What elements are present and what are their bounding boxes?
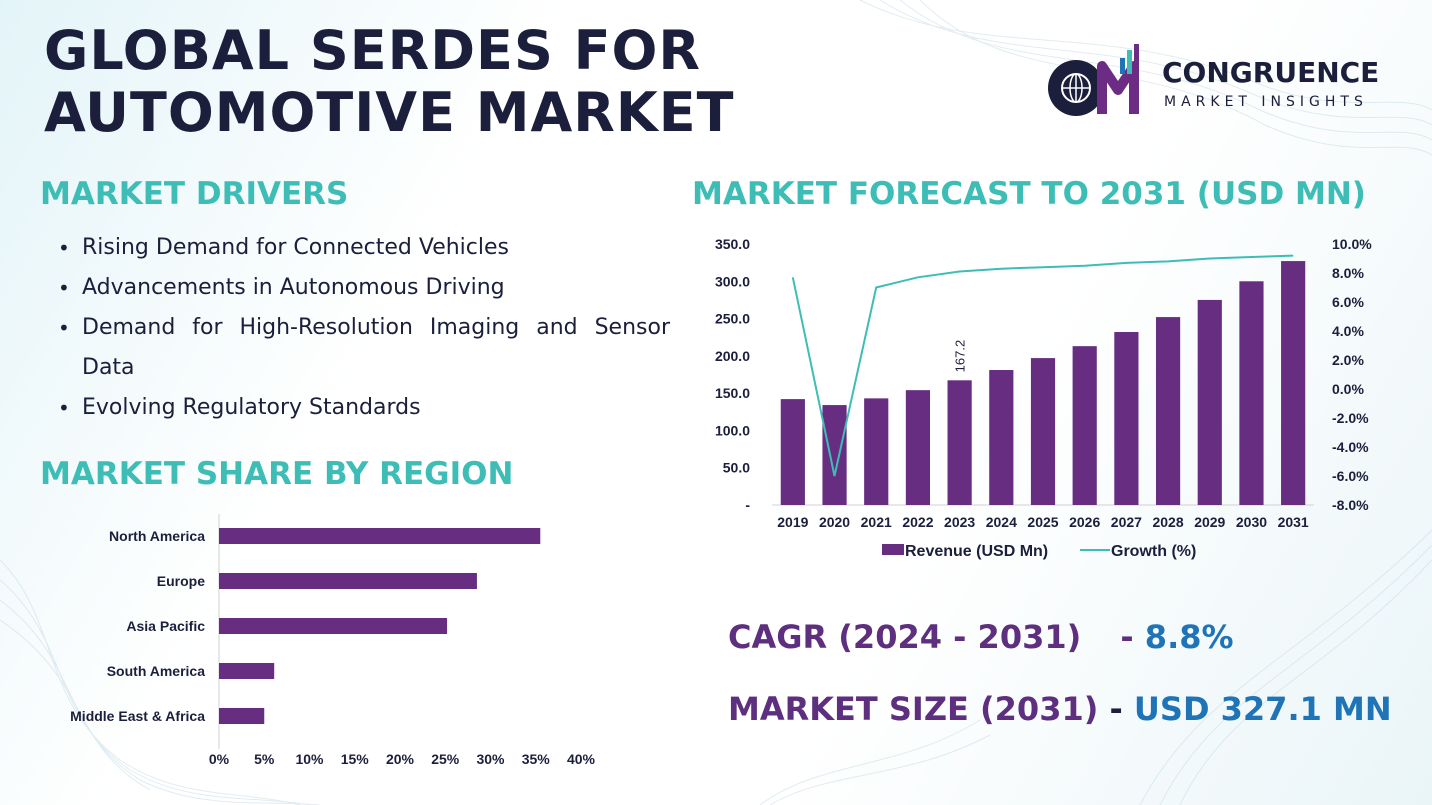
revenue-bar bbox=[1197, 299, 1222, 505]
legend-revenue-label: Revenue (USD Mn) bbox=[905, 543, 1048, 560]
forecast-heading: MARKET FORECAST TO 2031 (USD MN) bbox=[692, 176, 1366, 212]
region-x-tick-label: 35% bbox=[522, 751, 551, 767]
revenue-bar bbox=[822, 405, 847, 505]
revenue-bar bbox=[1281, 261, 1306, 505]
company-logo: CONGRUENCE MARKET INSIGHTS bbox=[1046, 40, 1406, 120]
region-x-tick-label: 10% bbox=[295, 751, 324, 767]
legend-growth-label: Growth (%) bbox=[1111, 543, 1196, 560]
driver-item: Evolving Regulatory Standards bbox=[58, 388, 670, 428]
forecast-y-left-tick-label: 300.0 bbox=[715, 273, 750, 289]
revenue-bar bbox=[1239, 281, 1264, 505]
revenue-bar bbox=[1155, 317, 1181, 505]
logo-tagline: MARKET INSIGHTS bbox=[1164, 94, 1368, 110]
region-bar bbox=[219, 618, 448, 634]
revenue-bar bbox=[780, 399, 805, 505]
driver-item: Rising Demand for Connected Vehicles bbox=[58, 228, 670, 268]
forecast-y-right-tick-label: -6.0% bbox=[1332, 468, 1369, 484]
driver-item: Advancements in Autonomous Driving bbox=[58, 268, 670, 308]
forecast-y-left-tick-label: 200.0 bbox=[715, 348, 750, 364]
forecast-x-tick-label: 2020 bbox=[819, 514, 850, 530]
forecast-y-right-tick-label: 0.0% bbox=[1332, 381, 1364, 397]
forecast-y-right-tick-label: 2.0% bbox=[1332, 352, 1364, 368]
revenue-bar bbox=[1072, 346, 1097, 505]
forecast-x-tick-label: 2029 bbox=[1194, 514, 1225, 530]
revenue-data-label: 167.2 bbox=[953, 340, 968, 373]
market-size-separator: - bbox=[1109, 690, 1123, 728]
region-bar bbox=[219, 528, 541, 544]
region-bar bbox=[219, 708, 265, 724]
revenue-bar bbox=[989, 370, 1014, 505]
forecast-y-left-tick-label: 250.0 bbox=[715, 311, 750, 327]
revenue-bar bbox=[1030, 358, 1056, 505]
forecast-x-tick-label: 2019 bbox=[777, 514, 808, 530]
page-title: GLOBAL SERDES FOR AUTOMOTIVE MARKET bbox=[44, 20, 804, 144]
share-heading: MARKET SHARE BY REGION bbox=[40, 456, 514, 492]
forecast-y-right-tick-label: -8.0% bbox=[1332, 497, 1369, 513]
forecast-x-tick-label: 2025 bbox=[1027, 514, 1058, 530]
forecast-y-right-tick-label: -2.0% bbox=[1332, 410, 1369, 426]
forecast-x-tick-label: 2026 bbox=[1069, 514, 1100, 530]
forecast-y-left-tick-label: 50.0 bbox=[723, 460, 750, 476]
forecast-x-tick-label: 2031 bbox=[1278, 514, 1309, 530]
revenue-bar bbox=[1114, 331, 1139, 505]
region-category-label: Middle East & Africa bbox=[70, 708, 205, 724]
region-share-chart: North America Europe Asia Pacific South Ame… bbox=[70, 514, 596, 767]
cagr-value: 8.8% bbox=[1144, 618, 1234, 656]
page-title-line-2: AUTOMOTIVE MARKET bbox=[44, 81, 735, 144]
forecast-x-tick-label: 2030 bbox=[1236, 514, 1267, 530]
revenue-bar bbox=[947, 380, 972, 505]
forecast-y-left-tick-label: 150.0 bbox=[715, 385, 750, 401]
forecast-x-tick-label: 2023 bbox=[944, 514, 975, 530]
region-category-label: Asia Pacific bbox=[126, 618, 205, 634]
logo-mark-icon bbox=[1048, 44, 1139, 116]
forecast-y-right-tick-label: 8.0% bbox=[1332, 265, 1364, 281]
page-title-line-1: GLOBAL SERDES FOR bbox=[44, 19, 702, 82]
forecast-y-left-tick-label: 350.0 bbox=[715, 236, 750, 252]
drivers-heading: MARKET DRIVERS bbox=[40, 176, 349, 212]
forecast-x-tick-label: 2022 bbox=[902, 514, 933, 530]
region-x-tick-label: 15% bbox=[341, 751, 370, 767]
driver-item: Demand for High-Resolution Imaging and S… bbox=[58, 308, 670, 388]
revenue-bar bbox=[905, 390, 931, 505]
region-x-tick-label: 5% bbox=[254, 751, 275, 767]
forecast-y-left-tick-label: - bbox=[745, 497, 750, 513]
forecast-x-tick-label: 2027 bbox=[1111, 514, 1142, 530]
region-x-tick-label: 30% bbox=[476, 751, 505, 767]
market-size-stat: MARKET SIZE (2031) - USD 327.1 MN bbox=[728, 690, 1392, 728]
revenue-bar bbox=[864, 398, 889, 505]
cagr-stat: CAGR (2024 - 2031) - 8.8% bbox=[728, 618, 1234, 656]
region-x-tick-label: 25% bbox=[431, 751, 460, 767]
forecast-y-right-tick-label: 4.0% bbox=[1332, 323, 1364, 339]
region-category-label: Europe bbox=[157, 573, 205, 589]
region-x-tick-label: 0% bbox=[209, 751, 230, 767]
market-size-value: USD 327.1 MN bbox=[1133, 690, 1392, 728]
cagr-separator: - bbox=[1120, 618, 1134, 656]
forecast-y-right-tick-label: 6.0% bbox=[1332, 294, 1364, 310]
region-bar bbox=[219, 663, 275, 679]
logo-name: CONGRUENCE bbox=[1162, 56, 1380, 89]
region-x-tick-label: 20% bbox=[386, 751, 415, 767]
forecast-y-right-tick-label: -4.0% bbox=[1332, 439, 1369, 455]
forecast-y-left-tick-label: 100.0 bbox=[715, 422, 750, 438]
growth-line bbox=[791, 254, 1294, 477]
market-size-label: MARKET SIZE (2031) bbox=[728, 690, 1099, 728]
cagr-label: CAGR (2024 - 2031) bbox=[728, 618, 1082, 656]
forecast-x-tick-label: 2028 bbox=[1152, 514, 1183, 530]
forecast-x-tick-label: 2021 bbox=[861, 514, 892, 530]
forecast-x-tick-label: 2024 bbox=[986, 514, 1017, 530]
region-category-label: North America bbox=[109, 528, 205, 544]
region-bar bbox=[219, 573, 477, 589]
forecast-y-right-tick-label: 10.0% bbox=[1332, 236, 1372, 252]
drivers-list: Rising Demand for Connected Vehicles Adv… bbox=[58, 228, 670, 428]
region-x-tick-label: 40% bbox=[567, 751, 596, 767]
forecast-chart: - 50.0 100.0 150.0 200.0 250.0 300.0 350.0 -8.0%… bbox=[715, 236, 1372, 560]
region-category-label: South America bbox=[107, 663, 205, 679]
forecast-legend: Revenue (USD Mn) Growth (%) bbox=[882, 543, 1196, 560]
legend-revenue-swatch bbox=[882, 544, 904, 555]
